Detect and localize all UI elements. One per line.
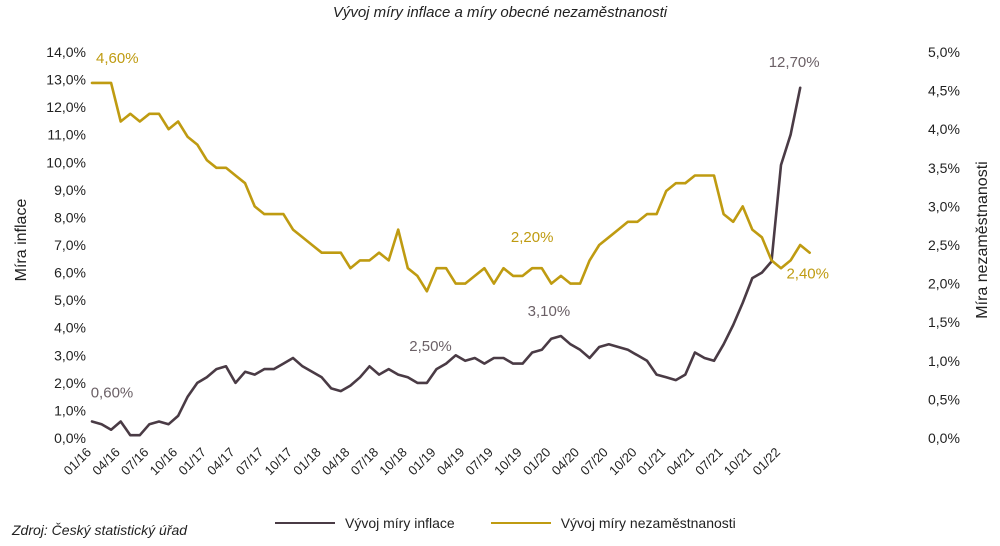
x-tick-label: 04/16 — [89, 445, 123, 479]
x-tick-label: 01/17 — [175, 445, 209, 479]
unemployment-data-label: 4,60% — [96, 50, 139, 67]
x-tick-label: 10/17 — [261, 445, 295, 479]
right-tick-label: 3,0% — [928, 198, 960, 214]
legend-swatch-inflation — [275, 522, 335, 524]
x-tick-label: 04/18 — [319, 445, 353, 479]
x-tick-label: 07/18 — [348, 445, 382, 479]
right-tick-label: 4,0% — [928, 121, 960, 137]
inflation-data-label: 3,10% — [528, 303, 571, 320]
legend-label-inflation: Vývoj míry inflace — [345, 515, 455, 531]
x-tick-label: 10/19 — [491, 445, 525, 479]
left-tick-label: 7,0% — [54, 237, 86, 253]
source-note: Zdroj: Český statistický úřad — [12, 522, 188, 538]
left-tick-label: 11,0% — [47, 127, 86, 143]
left-tick-label: 3,0% — [54, 347, 86, 363]
x-tick-label: 10/21 — [721, 445, 755, 479]
x-tick-label: 04/17 — [204, 445, 238, 479]
left-tick-label: 6,0% — [54, 265, 86, 281]
left-tick-label: 13,0% — [46, 72, 86, 88]
right-tick-label: 1,0% — [928, 353, 960, 369]
x-tick-label: 07/17 — [233, 445, 267, 479]
left-tick-label: 1,0% — [54, 402, 86, 418]
x-tick-label: 01/22 — [750, 445, 784, 479]
legend-item-inflation: Vývoj míry inflace — [275, 515, 455, 531]
left-tick-label: 5,0% — [54, 292, 86, 308]
x-tick-label: 07/21 — [692, 445, 726, 479]
x-tick-label: 01/21 — [635, 445, 669, 479]
right-tick-label: 0,5% — [928, 391, 960, 407]
x-tick-label: 10/16 — [147, 445, 181, 479]
left-tick-label: 10,0% — [46, 154, 86, 170]
right-tick-label: 3,5% — [928, 160, 960, 176]
x-tick-label: 07/20 — [577, 445, 611, 479]
x-tick-label: 07/16 — [118, 445, 152, 479]
right-tick-label: 1,5% — [928, 314, 960, 330]
left-tick-label: 12,0% — [46, 99, 86, 115]
left-tick-label: 0,0% — [54, 430, 86, 446]
left-tick-label: 4,0% — [54, 320, 86, 336]
left-tick-label: 14,0% — [46, 44, 86, 60]
right-tick-label: 4,5% — [928, 83, 960, 99]
legend-label-unemployment: Vývoj míry nezaměstnanosti — [560, 515, 736, 531]
legend: Vývoj míry inflace Vývoj míry nezaměstna… — [275, 515, 772, 531]
right-tick-label: 2,0% — [928, 276, 960, 292]
inflation-data-label: 2,50% — [409, 338, 452, 355]
right-tick-label: 0,0% — [928, 430, 960, 446]
unemployment-data-label: 2,20% — [511, 229, 554, 246]
x-tick-label: 04/21 — [663, 445, 697, 479]
left-tick-label: 9,0% — [54, 182, 86, 198]
legend-swatch-unemployment — [490, 522, 551, 524]
x-tick-label: 04/20 — [549, 445, 583, 479]
left-tick-label: 2,0% — [54, 375, 86, 391]
left-tick-label: 8,0% — [54, 209, 86, 225]
x-tick-label: 04/19 — [434, 445, 468, 479]
right-tick-label: 5,0% — [928, 44, 960, 60]
x-tick-label: 10/18 — [376, 445, 410, 479]
x-tick-label: 07/19 — [462, 445, 496, 479]
inflation-data-label: 0,60% — [91, 384, 134, 401]
x-tick-label: 01/16 — [61, 445, 95, 479]
x-tick-label: 01/18 — [290, 445, 324, 479]
right-tick-label: 2,5% — [928, 237, 960, 253]
inflation-line — [90, 86, 802, 437]
unemployment-line — [90, 81, 812, 293]
unemployment-data-label: 2,40% — [786, 266, 829, 283]
x-tick-label: 01/20 — [520, 445, 554, 479]
x-tick-label: 10/20 — [606, 445, 640, 479]
x-tick-label: 01/19 — [405, 445, 439, 479]
chart-title: Vývoj míry inflace a míry obecné nezaměs… — [332, 4, 668, 21]
inflation-data-label: 12,70% — [769, 54, 820, 71]
legend-item-unemployment: Vývoj míry nezaměstnanosti — [490, 515, 736, 531]
